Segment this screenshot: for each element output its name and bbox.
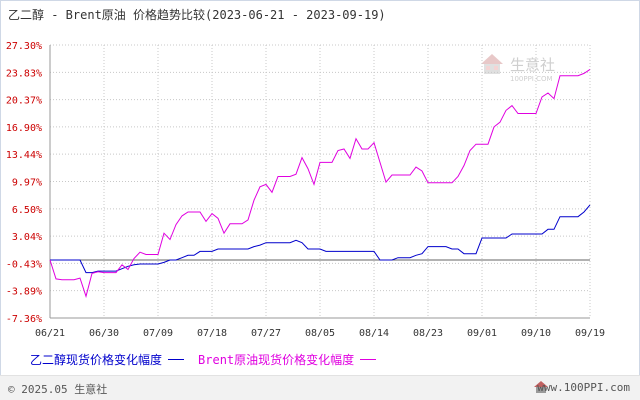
x-tick-label: 06/21: [35, 328, 65, 339]
x-tick-label: 09/19: [575, 328, 605, 339]
y-tick-labels: 27.30% 23.83% 20.37% 16.90% 13.44% 9.97% 6.50%…: [6, 41, 42, 325]
y-tick-label: 16.90%: [6, 123, 42, 134]
series-line-brent: [49, 68, 591, 299]
grid-lines: [49, 44, 591, 319]
y-tick-label: 9.97%: [12, 178, 42, 189]
copyright-text: © 2025.05 生意社: [8, 383, 108, 396]
y-tick-label: -7.36%: [6, 314, 42, 325]
watermark-url: 100PPI.COM: [510, 75, 553, 83]
x-tick-label: 09/01: [467, 328, 497, 339]
y-tick-label: 13.44%: [6, 150, 42, 161]
y-tick-label: 6.50%: [12, 205, 42, 216]
axes: [49, 45, 590, 319]
x-tick-label: 08/14: [359, 328, 389, 339]
y-tick-label: 27.30%: [6, 41, 42, 52]
legend-entry-ethylene-glycol: 乙二醇现货价格变化幅度: [30, 351, 190, 368]
x-tick-label: 06/30: [89, 328, 119, 339]
series-line-ethylene-glycol: [50, 204, 591, 274]
x-tick-label: 07/09: [143, 328, 173, 339]
y-tick-label: -0.43%: [6, 259, 42, 270]
legend-label-ethylene-glycol: 乙二醇现货价格变化幅度: [30, 352, 163, 367]
house-logo-icon: [534, 381, 548, 393]
house-logo-icon: [481, 54, 503, 74]
legend-entry-brent: Brent原油现货价格变化幅度: [198, 351, 382, 368]
chart-title: 乙二醇 - Brent原油 价格趋势比较(2023-06-21 - 2023-0…: [8, 8, 386, 22]
y-tick-label: 3.04%: [12, 232, 42, 243]
legend-swatch-brent: [360, 358, 377, 360]
watermark: 生意社 100PPI.COM: [481, 54, 555, 83]
x-tick-label: 07/18: [197, 328, 227, 339]
footer-bar: © 2025.05 生意社 www.100PPI.com: [0, 375, 640, 400]
x-tick-label: 09/10: [521, 328, 551, 339]
y-tick-label: -3.89%: [6, 287, 42, 298]
watermark-brand: 生意社: [510, 56, 555, 74]
series-lines: [49, 68, 591, 299]
y-tick-label: 23.83%: [6, 68, 42, 79]
x-tick-label: 07/27: [251, 328, 281, 339]
legend-label-brent: Brent原油现货价格变化幅度: [198, 352, 355, 367]
legend-swatch-ethylene-glycol: [168, 358, 185, 360]
x-tick-label: 08/23: [413, 328, 443, 339]
website-link[interactable]: www.100PPI.com: [537, 381, 630, 394]
y-tick-label: 20.37%: [6, 96, 42, 107]
x-tick-labels: 06/21 06/30 07/09 07/18 07/27 08/05 08/14 08/23…: [35, 328, 605, 339]
x-tick-label: 08/05: [305, 328, 335, 339]
chart-legend: 乙二醇现货价格变化幅度 Brent原油现货价格变化幅度: [30, 351, 390, 367]
